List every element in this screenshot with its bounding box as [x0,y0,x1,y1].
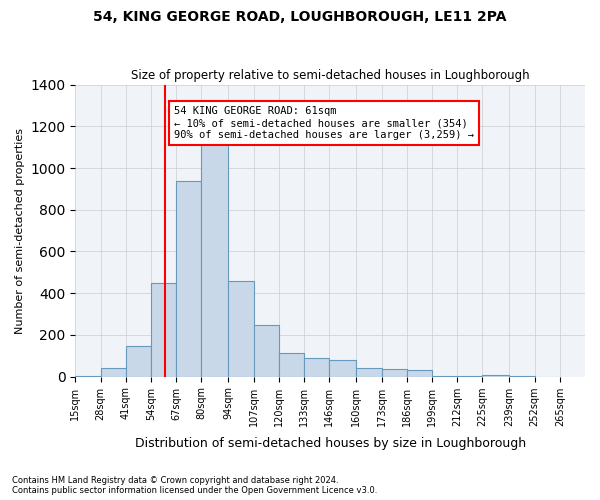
X-axis label: Distribution of semi-detached houses by size in Loughborough: Distribution of semi-detached houses by … [134,437,526,450]
Y-axis label: Number of semi-detached properties: Number of semi-detached properties [15,128,25,334]
Bar [202,143,229,376]
Bar [101,368,126,376]
Bar [356,368,382,376]
Bar [126,346,151,376]
Bar [304,358,329,376]
Bar [229,280,254,376]
Bar [176,180,202,376]
Bar [482,374,509,376]
Bar [329,360,356,376]
Title: Size of property relative to semi-detached houses in Loughborough: Size of property relative to semi-detach… [131,69,530,82]
Bar [407,370,432,376]
Bar [151,283,176,376]
Bar [279,352,304,376]
Text: Contains HM Land Registry data © Crown copyright and database right 2024.
Contai: Contains HM Land Registry data © Crown c… [12,476,377,495]
Text: 54, KING GEORGE ROAD, LOUGHBOROUGH, LE11 2PA: 54, KING GEORGE ROAD, LOUGHBOROUGH, LE11… [93,10,507,24]
Bar [382,370,407,376]
Bar [254,324,279,376]
Text: 54 KING GEORGE ROAD: 61sqm
← 10% of semi-detached houses are smaller (354)
90% o: 54 KING GEORGE ROAD: 61sqm ← 10% of semi… [174,106,474,140]
